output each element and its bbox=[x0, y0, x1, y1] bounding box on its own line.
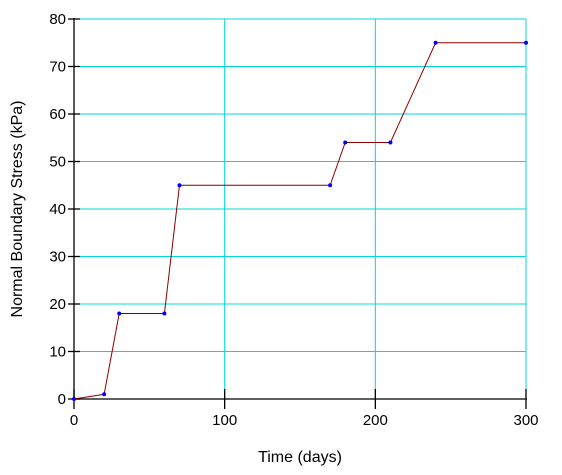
x-tick-label-1: 100 bbox=[212, 412, 237, 429]
data-point-5 bbox=[328, 183, 333, 188]
y-tick-label-0: 0 bbox=[58, 391, 66, 408]
data-point-4 bbox=[177, 183, 182, 188]
x-tick-label-3: 300 bbox=[513, 412, 538, 429]
y-tick-label-7: 70 bbox=[49, 59, 66, 76]
data-point-3 bbox=[162, 311, 167, 316]
x-axis-title: Time (days) bbox=[258, 449, 342, 466]
series bbox=[72, 40, 528, 401]
x-tick-label-2: 200 bbox=[363, 412, 388, 429]
y-tick-label-2: 20 bbox=[49, 296, 66, 313]
data-point-1 bbox=[102, 392, 107, 397]
labels: Time (days) Normal Boundary Stress (kPa) bbox=[9, 101, 342, 466]
data-point-7 bbox=[388, 140, 393, 145]
series-line-0 bbox=[73, 42, 526, 400]
data-point-8 bbox=[433, 40, 438, 45]
data-point-9 bbox=[524, 40, 528, 45]
y-tick-label-4: 40 bbox=[49, 201, 66, 218]
data-point-0 bbox=[72, 397, 76, 401]
x-tick-label-0: 0 bbox=[70, 412, 78, 429]
y-tick-label-1: 10 bbox=[49, 344, 66, 361]
y-tick-label-8: 80 bbox=[49, 11, 66, 28]
data-point-6 bbox=[343, 140, 348, 145]
y-axis-title: Normal Boundary Stress (kPa) bbox=[9, 101, 26, 318]
grid bbox=[74, 18, 527, 399]
y-tick-label-3: 30 bbox=[49, 249, 66, 266]
ticks: 0 10 20 30 40 50 60 70 80 0 100 200 300 bbox=[49, 11, 538, 429]
data-point-2 bbox=[117, 311, 122, 316]
y-tick-label-5: 50 bbox=[49, 154, 66, 171]
y-tick-label-6: 60 bbox=[49, 106, 66, 123]
